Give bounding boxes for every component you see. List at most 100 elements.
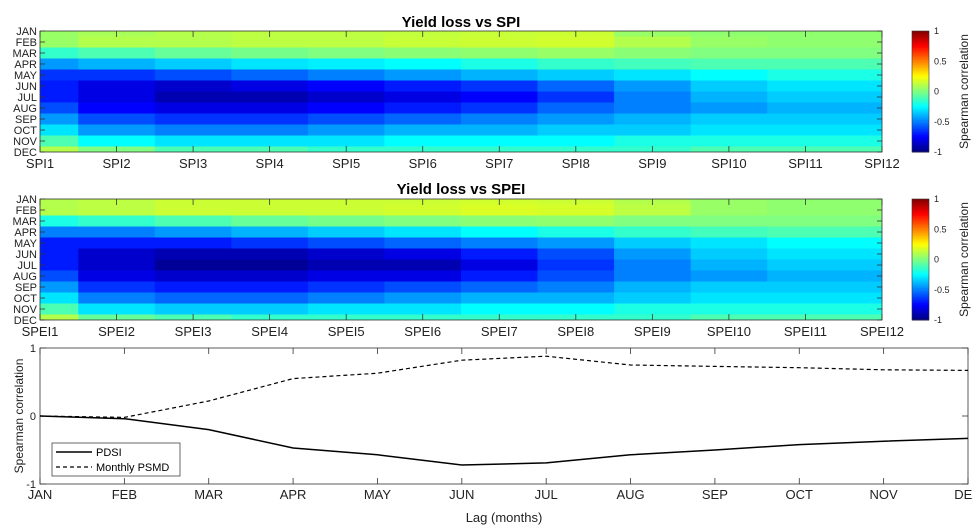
heatmap-cell	[78, 135, 156, 148]
colorbar-swatch	[912, 229, 929, 232]
colorbar-swatch	[912, 114, 929, 117]
heatmap-cell	[307, 113, 386, 126]
colorbar-swatch	[912, 121, 929, 125]
x-tick-label: JUL	[535, 487, 558, 502]
heatmap-cell	[307, 270, 386, 283]
colorbar-swatch	[912, 138, 929, 142]
colorbar-swatch	[912, 61, 929, 64]
line-chart-xlabel: Lag (months)	[466, 510, 543, 525]
colorbar-tick-label: -1	[934, 315, 942, 325]
heatmap-cell	[767, 215, 845, 228]
heatmap-cell	[614, 36, 692, 49]
colorbar-swatch	[912, 285, 929, 289]
colorbar-swatch	[912, 49, 929, 53]
y-tick-label: -1	[26, 479, 36, 491]
x-tick-label: SPI10	[711, 156, 746, 171]
heatmap-cell	[231, 36, 309, 49]
x-tick-label: SPI3	[179, 156, 207, 171]
heatmap-cell	[614, 204, 692, 217]
heatmap-cell	[40, 58, 79, 71]
heatmap-cell	[78, 237, 156, 250]
heatmap-cell	[384, 47, 462, 60]
heatmap-cell	[40, 91, 79, 104]
heatmap-cell	[40, 31, 79, 38]
heatmap-spei-title: Yield loss vs SPEI	[397, 181, 526, 198]
series-line-psmd	[39, 355, 969, 419]
colorbar-swatch	[912, 301, 929, 304]
heatmap-cell	[384, 281, 462, 294]
heatmap-cell	[231, 215, 309, 228]
colorbar-swatch	[912, 308, 929, 312]
colorbar-tick-label: 0.5	[934, 224, 947, 234]
heatmap-cell	[843, 102, 882, 115]
heatmap-cell	[690, 226, 768, 239]
heatmap-cell	[40, 47, 79, 60]
heatmap-spi: Yield loss vs SPI JANFEBMARAPRMAYJUNJULA…	[13, 14, 971, 171]
colorbar-swatch	[912, 87, 929, 91]
colorbar-swatch	[912, 127, 929, 130]
y-tick-label: MAR	[13, 48, 38, 60]
colorbar-swatch	[912, 83, 929, 87]
heatmap-cell	[231, 303, 309, 316]
colorbar-swatch	[912, 261, 929, 264]
heatmap-cell	[461, 135, 539, 148]
heatmap-cell	[537, 237, 615, 250]
heatmap-spi-cells	[40, 31, 882, 152]
heatmap-cell	[843, 36, 882, 49]
heatmap-cell	[537, 248, 615, 261]
heatmap-cell	[78, 259, 156, 272]
colorbar-swatch	[912, 259, 929, 262]
colorbar-spi: -1 -0.5 0 0.5 1 Spearman correlation	[911, 26, 971, 157]
colorbar-swatch	[912, 100, 929, 104]
heatmap-cell	[690, 270, 768, 283]
heatmap-cell	[154, 237, 232, 250]
colorbar-swatch	[912, 282, 929, 285]
x-tick-label: SPI12	[864, 156, 899, 171]
heatmap-cell	[154, 226, 232, 239]
colorbar-swatch	[912, 97, 929, 100]
legend-box	[51, 442, 181, 477]
heatmap-cell	[231, 237, 309, 250]
heatmap-cell	[154, 47, 232, 60]
x-tick-label: SPEI9	[634, 324, 671, 339]
colorbar-swatch	[912, 68, 929, 72]
heatmap-cell	[40, 292, 79, 305]
colorbar-swatch	[912, 274, 929, 278]
colorbar-swatch	[912, 78, 929, 81]
colorbar-swatch	[912, 246, 929, 249]
heatmap-cell	[537, 47, 615, 60]
colorbar-tick-label: 0	[934, 255, 939, 265]
colorbar-swatch	[912, 142, 929, 145]
y-tick-label: SEP	[15, 282, 37, 294]
colorbar-swatch	[912, 310, 929, 313]
heatmap-cell	[384, 69, 462, 82]
heatmap-cell	[767, 91, 845, 104]
colorbar-swatch	[912, 66, 929, 70]
heatmap-cell	[78, 270, 156, 283]
heatmap-cell	[767, 80, 845, 93]
colorbar-swatch	[912, 119, 929, 123]
colorbar-swatch	[912, 299, 929, 302]
heatmap-cell	[40, 146, 79, 152]
heatmap-cell	[154, 248, 232, 261]
heatmap-cell	[384, 91, 462, 104]
colorbar-swatch	[912, 231, 929, 234]
colorbar-swatch	[912, 85, 929, 89]
heatmap-spei-cells	[40, 199, 882, 320]
heatmap-cell	[384, 58, 462, 71]
heatmap-cell	[231, 113, 309, 126]
heatmap-cell	[307, 215, 386, 228]
heatmap-cell	[690, 215, 768, 228]
colorbar-swatch	[912, 306, 929, 310]
x-tick-label: SPEI5	[328, 324, 365, 339]
colorbar-swatch	[912, 112, 929, 115]
colorbar-swatch	[912, 200, 929, 204]
heatmap-cell	[78, 91, 156, 104]
colorbar-tick-label: -0.5	[934, 117, 950, 127]
heatmap-cell	[767, 36, 845, 49]
colorbar-swatch	[912, 91, 929, 94]
colorbar-swatch	[912, 202, 929, 206]
colorbar-swatch	[912, 55, 929, 58]
heatmap-cell	[614, 69, 692, 82]
colorbar-swatch	[912, 225, 929, 228]
